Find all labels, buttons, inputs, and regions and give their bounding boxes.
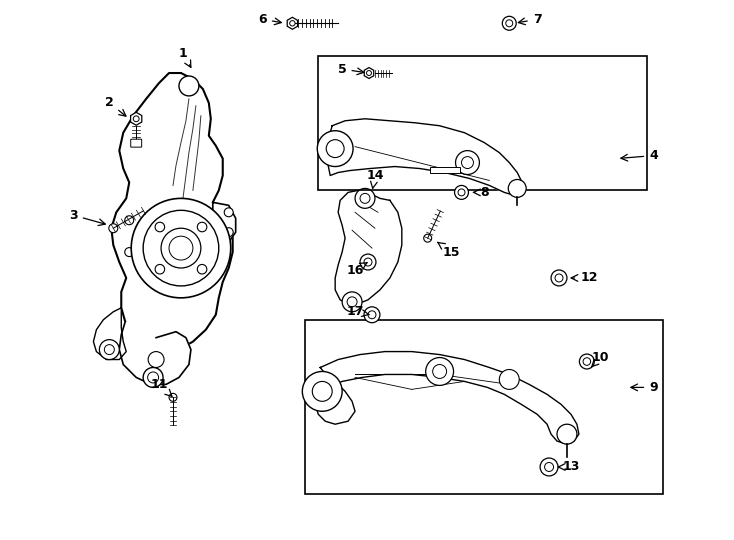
Circle shape: [364, 258, 372, 266]
Polygon shape: [316, 352, 579, 444]
Circle shape: [161, 228, 201, 268]
Circle shape: [502, 16, 516, 30]
Circle shape: [499, 369, 519, 389]
Text: 7: 7: [518, 13, 542, 26]
Circle shape: [364, 307, 380, 323]
Circle shape: [506, 20, 513, 27]
Circle shape: [424, 234, 432, 242]
Circle shape: [551, 270, 567, 286]
Circle shape: [579, 354, 595, 369]
Circle shape: [225, 228, 233, 237]
Circle shape: [125, 216, 134, 225]
Circle shape: [432, 364, 446, 379]
Circle shape: [366, 71, 371, 76]
Bar: [305, 320, 664, 494]
Circle shape: [134, 116, 139, 122]
Text: 9: 9: [631, 381, 658, 394]
Circle shape: [540, 458, 558, 476]
Text: 10: 10: [592, 351, 609, 367]
Circle shape: [368, 311, 376, 319]
Text: 4: 4: [621, 149, 658, 162]
Circle shape: [169, 393, 177, 401]
Circle shape: [462, 157, 473, 168]
Polygon shape: [131, 112, 142, 125]
Circle shape: [155, 222, 164, 232]
Text: 12: 12: [571, 272, 597, 285]
Circle shape: [290, 21, 295, 26]
Circle shape: [302, 372, 342, 411]
Circle shape: [148, 372, 159, 383]
Circle shape: [355, 188, 375, 208]
Circle shape: [179, 76, 199, 96]
Circle shape: [148, 352, 164, 368]
Polygon shape: [93, 308, 126, 360]
Circle shape: [155, 265, 164, 274]
Circle shape: [197, 222, 207, 232]
Circle shape: [454, 185, 468, 199]
Circle shape: [312, 381, 333, 401]
Text: 1: 1: [178, 46, 191, 68]
Circle shape: [583, 357, 591, 365]
Circle shape: [458, 189, 465, 196]
Polygon shape: [335, 191, 401, 304]
Circle shape: [143, 210, 219, 286]
Circle shape: [143, 368, 163, 387]
Circle shape: [99, 340, 120, 360]
Text: 8: 8: [473, 186, 489, 199]
Circle shape: [557, 424, 577, 444]
Circle shape: [109, 224, 117, 233]
Polygon shape: [112, 73, 233, 354]
Text: 13: 13: [559, 461, 580, 474]
Text: 16: 16: [346, 262, 367, 276]
Circle shape: [342, 292, 362, 312]
Circle shape: [326, 140, 344, 158]
Text: 11: 11: [150, 378, 172, 396]
Circle shape: [545, 462, 553, 471]
Polygon shape: [287, 17, 297, 29]
Circle shape: [169, 236, 193, 260]
Text: 15: 15: [437, 242, 460, 259]
Circle shape: [555, 274, 563, 282]
Circle shape: [508, 179, 526, 198]
Circle shape: [360, 193, 370, 204]
Circle shape: [225, 208, 233, 217]
Polygon shape: [213, 202, 236, 245]
Text: 2: 2: [105, 96, 126, 116]
Polygon shape: [328, 119, 524, 195]
Circle shape: [317, 131, 353, 166]
Circle shape: [197, 265, 207, 274]
Circle shape: [426, 357, 454, 386]
Circle shape: [104, 345, 115, 355]
FancyBboxPatch shape: [131, 139, 142, 147]
Bar: [319, 56, 647, 191]
Bar: [429, 166, 459, 172]
Text: 14: 14: [366, 169, 384, 188]
Circle shape: [347, 297, 357, 307]
Circle shape: [125, 248, 134, 256]
Text: 3: 3: [69, 209, 105, 226]
Circle shape: [360, 254, 376, 270]
Circle shape: [456, 151, 479, 174]
Text: 17: 17: [346, 305, 369, 318]
Text: 6: 6: [258, 13, 281, 26]
Polygon shape: [120, 322, 191, 384]
Circle shape: [131, 198, 230, 298]
Text: 5: 5: [338, 63, 364, 76]
Polygon shape: [364, 68, 374, 78]
